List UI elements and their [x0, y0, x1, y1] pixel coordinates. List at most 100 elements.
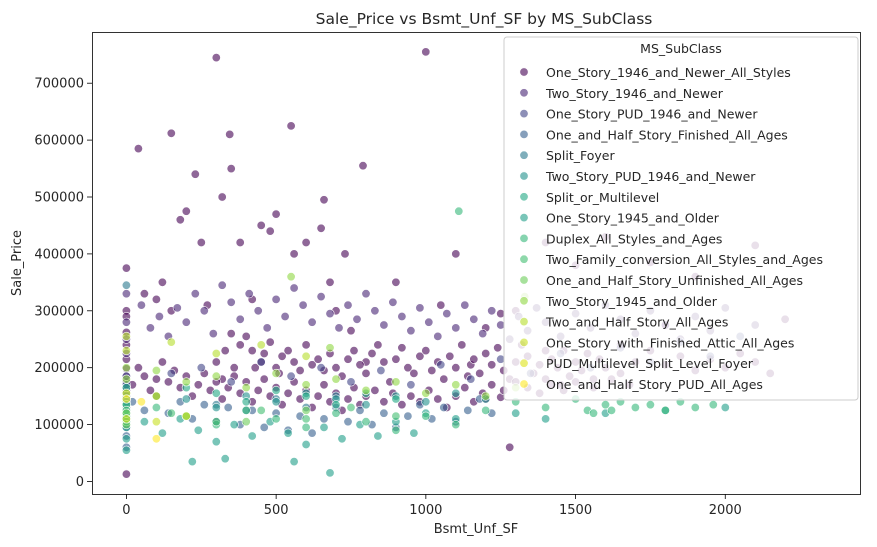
data-point	[352, 314, 362, 324]
data-point	[259, 348, 269, 358]
data-point	[505, 442, 515, 452]
data-point	[690, 402, 700, 412]
data-point	[361, 289, 371, 299]
legend-marker	[519, 337, 529, 347]
data-point	[463, 405, 473, 415]
data-point	[361, 417, 371, 427]
data-point	[313, 391, 323, 401]
data-point	[403, 363, 413, 373]
data-point	[217, 394, 227, 404]
data-point	[121, 346, 131, 356]
data-point	[301, 391, 311, 401]
data-point	[121, 445, 131, 455]
data-point	[211, 388, 221, 398]
data-point	[433, 394, 443, 404]
data-point	[331, 363, 341, 373]
data-point	[469, 354, 479, 364]
data-point	[121, 289, 131, 299]
data-point	[196, 363, 206, 373]
data-point	[301, 380, 311, 390]
data-point	[271, 294, 281, 304]
data-point	[154, 311, 164, 321]
data-point	[346, 377, 356, 387]
data-point	[316, 223, 326, 233]
data-point	[301, 238, 311, 248]
data-point	[316, 292, 326, 302]
data-point	[340, 249, 350, 259]
y-tick-label: 500000	[34, 191, 84, 206]
data-point	[211, 348, 221, 358]
data-point	[295, 365, 305, 375]
data-point	[487, 306, 497, 316]
legend-label: Two_Story_1945_and_Older	[545, 294, 718, 309]
data-point	[256, 220, 266, 230]
data-point	[193, 380, 203, 390]
data-point	[271, 209, 281, 219]
data-point	[181, 317, 191, 327]
data-point	[253, 306, 263, 316]
data-point	[217, 192, 227, 202]
data-point	[361, 385, 371, 395]
data-point	[331, 400, 341, 410]
data-point	[379, 320, 389, 330]
legend-marker	[519, 129, 529, 139]
data-point	[244, 289, 254, 299]
data-point	[271, 385, 281, 395]
data-point	[391, 277, 401, 287]
data-point	[660, 405, 670, 415]
data-point	[121, 280, 131, 290]
data-point	[199, 306, 209, 316]
data-point	[166, 368, 176, 378]
data-point	[211, 402, 221, 412]
data-point	[301, 340, 311, 350]
data-point	[436, 360, 446, 370]
data-point	[307, 428, 317, 438]
data-point	[253, 385, 263, 395]
data-point	[391, 377, 401, 387]
data-point	[289, 357, 299, 367]
data-point	[409, 368, 419, 378]
data-point	[343, 300, 353, 310]
legend: MS_SubClass One_Story_1946_and_Newer_All…	[503, 36, 859, 401]
data-point	[331, 408, 341, 418]
data-point	[235, 340, 245, 350]
data-point	[121, 317, 131, 327]
data-point	[421, 47, 431, 57]
data-point	[229, 420, 239, 430]
y-tick-label: 0	[76, 475, 84, 490]
data-point	[301, 405, 311, 415]
data-point	[493, 343, 503, 353]
data-point	[133, 144, 143, 154]
data-point	[325, 343, 335, 353]
data-point	[211, 371, 221, 381]
data-point	[475, 368, 485, 378]
x-tick-label: 2000	[709, 503, 742, 518]
data-point	[301, 439, 311, 449]
data-point	[415, 303, 425, 313]
data-point	[457, 340, 467, 350]
data-point	[280, 311, 290, 321]
data-point	[319, 380, 329, 390]
data-point	[325, 468, 335, 478]
legend-marker	[519, 275, 529, 285]
data-point	[151, 374, 161, 384]
data-point	[151, 417, 161, 427]
data-point	[157, 277, 167, 287]
legend-marker	[519, 109, 529, 119]
data-point	[247, 346, 257, 356]
data-point	[223, 402, 233, 412]
legend-label: Two_Story_1946_and_Newer	[545, 86, 724, 101]
legend-marker	[519, 192, 529, 202]
data-point	[379, 408, 389, 418]
data-point	[151, 365, 161, 375]
legend-items: One_Story_1946_and_Newer_All_Styles Two_S…	[519, 65, 823, 392]
data-point	[226, 297, 236, 307]
data-point	[289, 249, 299, 259]
legend-label: One_and_Half_Story_PUD_All_Ages	[546, 377, 763, 392]
y-axis: 0 100000 200000 300000 400000 500000 600000 700…	[34, 77, 92, 490]
data-point	[451, 420, 461, 430]
data-point	[301, 422, 311, 432]
legend-label: Two_and_Half_Story_All_Ages	[545, 315, 728, 330]
chart-title: Sale_Price vs Bsmt_Unf_SF by MS_SubClass	[316, 10, 653, 29]
